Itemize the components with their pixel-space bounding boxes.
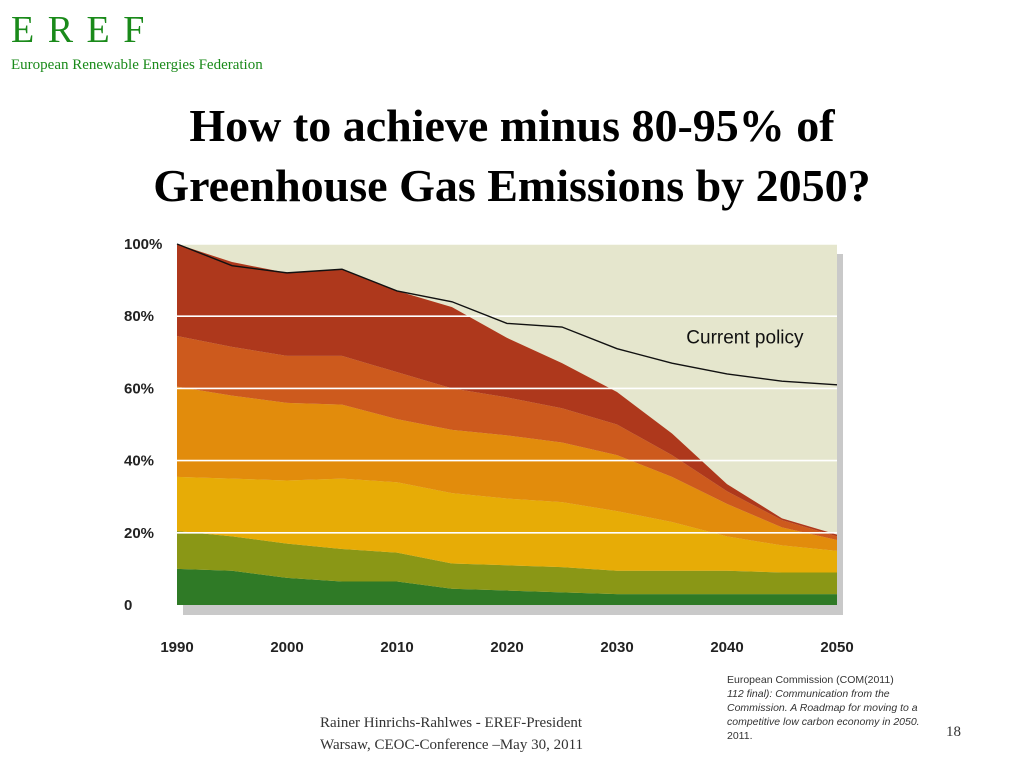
area-series-5 <box>177 336 837 541</box>
slide-title: How to achieve minus 80-95% of Greenhous… <box>60 96 964 216</box>
y-tick-label: 60% <box>124 380 154 397</box>
slide-title-line-2: Greenhouse Gas Emissions by 2050? <box>153 160 871 211</box>
footer-author: Rainer Hinrichs-Rahlwes - EREF-President <box>320 715 583 731</box>
source-line-4: competitive low carbon economy in 2050. <box>727 716 920 728</box>
emissions-area-chart: 0 20% 40% 60% 80% 100% 1990 2000 2010 2020 2030 204… <box>124 236 854 656</box>
footer-event: Warsaw, CEOC-Conference –May 30, 2011 <box>320 737 584 753</box>
current-policy-label: Current policy <box>686 327 804 348</box>
eref-logo: E R E F European Renewable Energies Fede… <box>11 10 263 74</box>
area-series-6 <box>177 244 837 537</box>
y-tick-label: 0 <box>124 597 132 614</box>
y-tick-label: 80% <box>124 308 154 325</box>
source-line-2: 112 final): Communication from the <box>727 688 890 700</box>
x-tick-label: 1990 <box>160 639 193 656</box>
x-tick-label: 2040 <box>710 639 743 656</box>
x-tick-label: 2030 <box>600 639 633 656</box>
source-line-1: European Commission (COM(2011) <box>727 674 894 686</box>
y-tick-label: 100% <box>124 236 162 253</box>
x-tick-label: 2010 <box>380 639 413 656</box>
area-series-2 <box>177 530 837 595</box>
x-tick-label: 2000 <box>270 639 303 656</box>
y-tick-label: 40% <box>124 453 154 470</box>
source-line-5: 2011. <box>727 730 753 742</box>
source-line-3: Commission. A Roadmap for moving to a <box>727 702 918 714</box>
area-series-4 <box>177 386 837 551</box>
area-series-3 <box>177 476 837 573</box>
logo-mark: E R E F <box>11 9 147 51</box>
footer: Rainer Hinrichs-Rahlwes - EREF-President… <box>320 712 583 756</box>
x-tick-label: 2020 <box>490 639 523 656</box>
logo-subtitle: European Renewable Energies Federation <box>11 57 263 73</box>
area-series-1 <box>177 568 837 605</box>
slide-title-line-1: How to achieve minus 80-95% of <box>189 100 835 151</box>
current-policy-line <box>176 243 838 386</box>
x-tick-label: 2050 <box>820 639 853 656</box>
page-number: 18 <box>946 724 961 740</box>
source-citation: European Commission (COM(2011) 112 final… <box>727 673 947 743</box>
y-tick-label: 20% <box>124 525 154 542</box>
